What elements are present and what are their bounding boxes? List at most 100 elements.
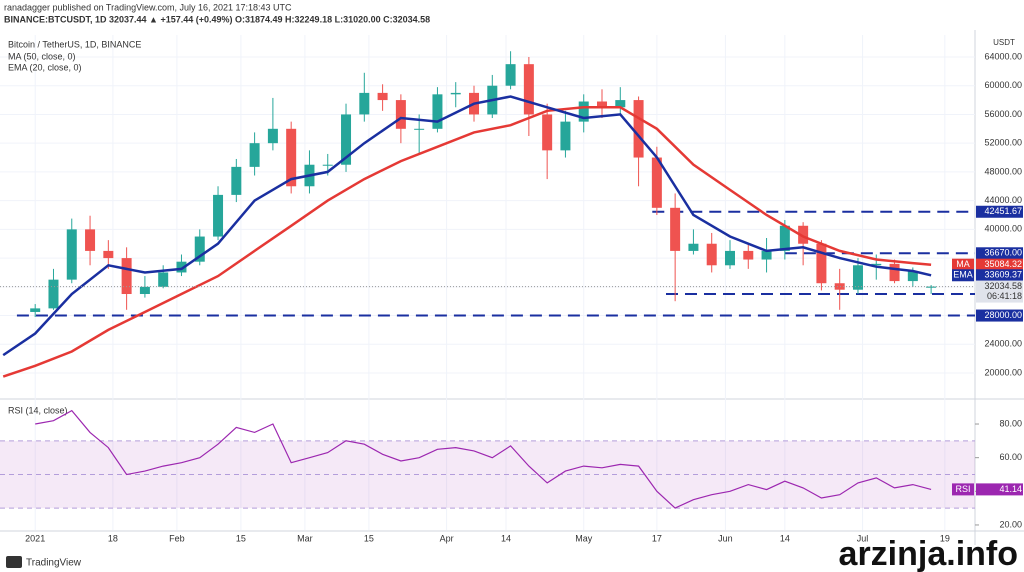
x-tick-label: Jul bbox=[857, 533, 869, 543]
candle-body bbox=[871, 263, 882, 266]
candle-body bbox=[852, 265, 863, 290]
y-tick-label: 48000.00 bbox=[984, 166, 1022, 176]
candle-body bbox=[48, 279, 59, 309]
series-tag-box bbox=[952, 483, 974, 496]
candle-body bbox=[231, 166, 242, 195]
candle-body bbox=[706, 243, 717, 266]
rsi-value-label: 41.14 bbox=[999, 484, 1022, 494]
y-tick-label: 64000.00 bbox=[984, 51, 1022, 61]
x-tick-label: Mar bbox=[297, 533, 313, 543]
candle-body bbox=[761, 250, 772, 260]
level-label-box bbox=[976, 205, 1023, 218]
candle-body bbox=[907, 271, 918, 282]
level-label: 28000.00 bbox=[984, 310, 1022, 320]
x-tick-label: 19 bbox=[940, 533, 950, 543]
candle-body bbox=[213, 194, 224, 237]
candle-body bbox=[816, 243, 827, 284]
y-tick-label: 60000.00 bbox=[984, 80, 1022, 90]
x-tick-label: May bbox=[575, 533, 593, 543]
x-tick-label: 15 bbox=[364, 533, 374, 543]
x-tick-label: 14 bbox=[501, 533, 511, 543]
series-tag: RSI bbox=[955, 484, 970, 494]
series-tag: MA bbox=[956, 259, 970, 269]
x-tick-label: 14 bbox=[780, 533, 790, 543]
candle-body bbox=[432, 94, 443, 129]
candle-body bbox=[395, 100, 406, 129]
candle-body bbox=[578, 101, 589, 122]
logo bbox=[6, 556, 22, 568]
candle-body bbox=[286, 128, 297, 187]
x-tick-label: Jun bbox=[718, 533, 733, 543]
panel-title: RSI (14, close) bbox=[8, 405, 68, 415]
candle-body bbox=[926, 286, 937, 288]
candle-body bbox=[267, 128, 278, 144]
y-tick-label: 40000.00 bbox=[984, 224, 1022, 234]
series-tag-box bbox=[952, 269, 974, 282]
candle-body bbox=[103, 250, 114, 259]
x-tick-label: 2021 bbox=[25, 533, 45, 543]
candle-body bbox=[377, 92, 388, 101]
candle-body bbox=[597, 101, 608, 108]
symbol-line: BINANCE:BTCUSDT, 1D 32037.44 ▲ +157.44 (… bbox=[4, 14, 430, 24]
ma-line bbox=[2, 95, 932, 357]
candle-body bbox=[121, 258, 132, 295]
candle-body bbox=[341, 114, 352, 165]
y-tick-label: 20.00 bbox=[999, 519, 1022, 529]
candle-body bbox=[66, 229, 77, 280]
level-label: 36670.00 bbox=[984, 248, 1022, 258]
candle-body bbox=[450, 92, 461, 95]
candle-body bbox=[560, 121, 571, 151]
last-price-label: 32034.58 bbox=[984, 281, 1022, 291]
candle-body bbox=[615, 100, 626, 108]
candle-body bbox=[414, 128, 425, 130]
x-tick-label: 17 bbox=[652, 533, 662, 543]
y-tick-label: 56000.00 bbox=[984, 109, 1022, 119]
countdown: 06:41:18 bbox=[987, 291, 1022, 301]
x-tick-label: Apr bbox=[440, 533, 454, 543]
candle-body bbox=[523, 64, 534, 115]
y-tick-label: 80.00 bbox=[999, 418, 1022, 428]
series-value-label: 35084.32 bbox=[984, 259, 1022, 269]
candle-body bbox=[688, 243, 699, 251]
candle-body bbox=[743, 250, 754, 260]
rsi-line bbox=[35, 409, 932, 509]
y-tick-label: 44000.00 bbox=[984, 195, 1022, 205]
candle-body bbox=[779, 225, 790, 251]
level-label-box bbox=[976, 309, 1023, 322]
y-tick-label: 52000.00 bbox=[984, 138, 1022, 148]
series-value-label: 33609.37 bbox=[984, 270, 1022, 280]
axis-unit: USDT bbox=[993, 38, 1015, 47]
candle-body bbox=[139, 286, 150, 295]
candle-body bbox=[359, 92, 370, 115]
x-tick-label: 18 bbox=[108, 533, 118, 543]
ma-line bbox=[2, 106, 932, 378]
candle-body bbox=[30, 308, 41, 312]
footer: TradingView bbox=[26, 558, 82, 569]
candle-body bbox=[85, 229, 96, 251]
publisher: ranadagger published on TradingView.com,… bbox=[4, 2, 292, 12]
candle-body bbox=[670, 207, 681, 251]
x-tick-label: Feb bbox=[169, 533, 185, 543]
candle-body bbox=[834, 283, 845, 290]
watermark: arzinja.info bbox=[839, 535, 1018, 572]
level-label: 42451.67 bbox=[984, 206, 1022, 216]
candle-body bbox=[798, 225, 809, 244]
legend-entry: MA (50, close, 0) bbox=[8, 51, 76, 61]
candle-body bbox=[158, 272, 169, 287]
x-tick-label: 15 bbox=[236, 533, 246, 543]
candle-body bbox=[889, 263, 900, 282]
candle-body bbox=[176, 261, 187, 273]
rsi-value-label-box bbox=[976, 483, 1023, 496]
last-price-box bbox=[976, 280, 1023, 303]
legend-entry: EMA (20, close, 0) bbox=[8, 62, 82, 72]
series-tag-box bbox=[952, 258, 974, 271]
level-label-box bbox=[976, 247, 1023, 260]
candle-body bbox=[724, 250, 735, 266]
candle-body bbox=[505, 64, 516, 86]
y-tick-label: 20000.00 bbox=[984, 367, 1022, 377]
candle-body bbox=[194, 236, 205, 262]
series-value-label-box bbox=[976, 258, 1023, 271]
candle-body bbox=[542, 114, 553, 151]
